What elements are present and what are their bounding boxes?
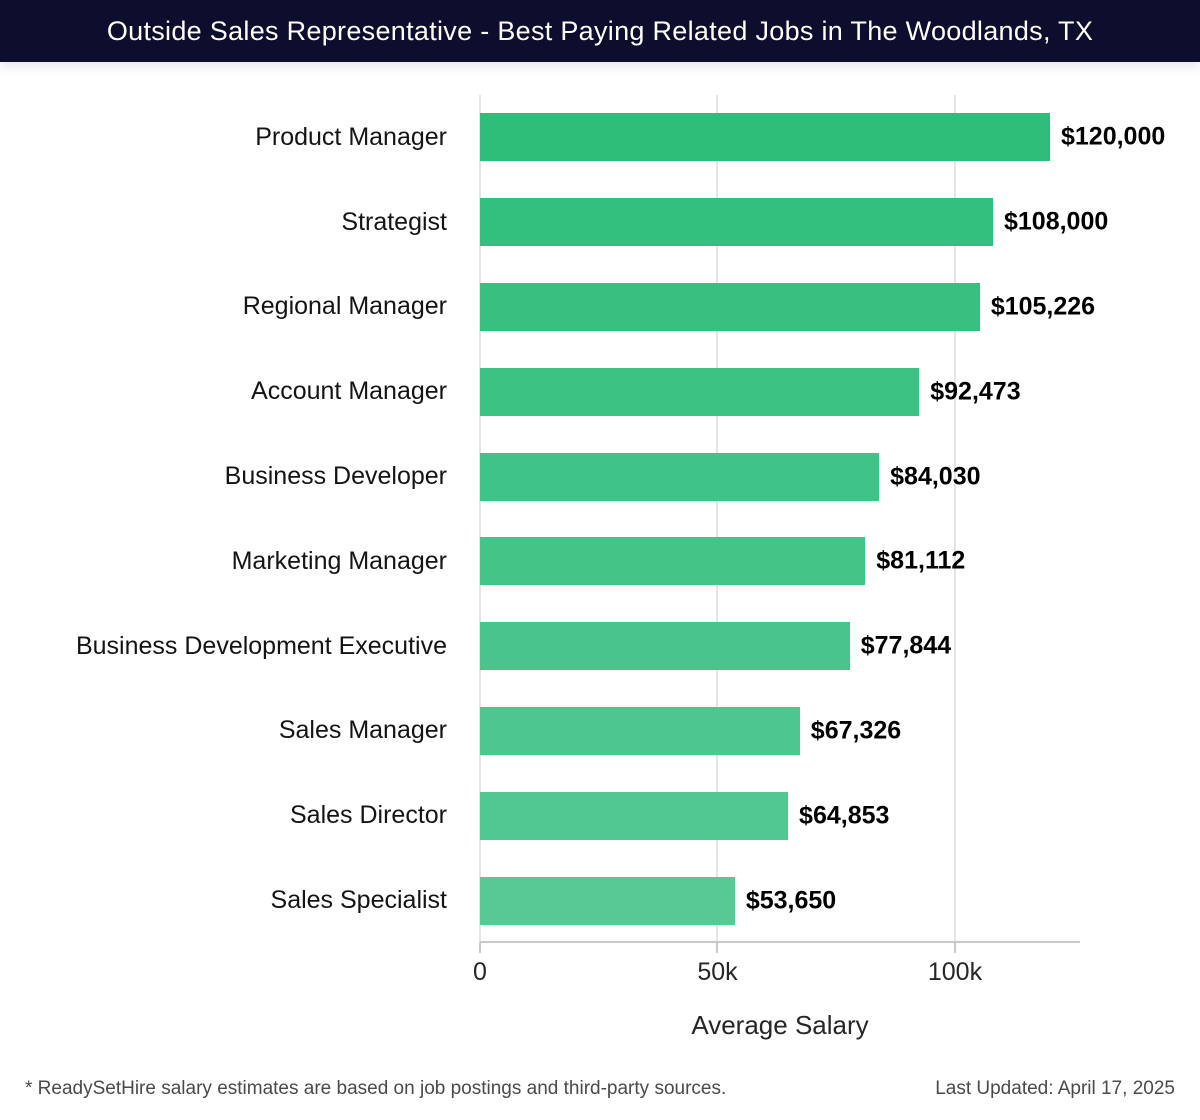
x-axis-tick-labels: 0 50k 100k (473, 958, 1080, 990)
title-bar: Outside Sales Representative - Best Payi… (0, 0, 1200, 62)
x-axis-line (480, 941, 1080, 943)
x-axis-title: Average Salary (691, 1010, 869, 1040)
x-tick-label: 100k (927, 958, 983, 986)
gridline (953, 95, 956, 943)
bar-value-label: $108,000 (1003, 207, 1109, 236)
bar (480, 876, 735, 925)
category-label: Sales Director (290, 801, 447, 830)
footer: * ReadySetHire salary estimates are base… (0, 1078, 1200, 1108)
plot-area: $120,000 $108,000 $105,226 $92,473 $84,030 $8… (479, 95, 1165, 943)
category-label: Business Development Executive (75, 631, 447, 660)
bar-value-label: $67,326 (810, 716, 902, 745)
category-label: Strategist (341, 207, 447, 236)
category-label: Product Manager (255, 122, 447, 151)
bar (480, 622, 850, 671)
bar (480, 537, 866, 586)
bar (480, 367, 920, 416)
category-label: Regional Manager (242, 292, 447, 321)
bar-value-label: $64,853 (799, 801, 890, 830)
bar-value-label: $92,473 (930, 377, 1021, 406)
x-axis-ticks (479, 943, 1080, 953)
x-tick-mark (716, 943, 719, 953)
gridline (716, 95, 719, 943)
gridline (479, 95, 481, 943)
bar-value-label: $105,226 (990, 292, 1096, 321)
x-tick-mark (953, 943, 956, 953)
bar (480, 707, 800, 755)
bar-value-label: $120,000 (1060, 122, 1166, 151)
source-footnote: * ReadySetHire salary estimates are base… (25, 1078, 727, 1099)
x-tick-mark (479, 943, 481, 953)
bar-value-label: $81,112 (876, 546, 966, 575)
bar-value-label: $77,844 (860, 631, 952, 660)
last-updated-label: Last Updated: April 17, 2025 (935, 1078, 1175, 1099)
category-label: Marketing Manager (231, 546, 447, 575)
x-tick-label: 50k (697, 958, 738, 986)
bar (480, 198, 993, 247)
category-label: Sales Manager (278, 716, 447, 745)
bar (480, 113, 1050, 162)
chart-title: Outside Sales Representative - Best Payi… (106, 15, 1094, 46)
bar (480, 452, 880, 501)
bar-value-label: $84,030 (890, 462, 981, 491)
category-label: Sales Specialist (270, 886, 447, 915)
bar (480, 791, 789, 840)
category-label: Account Manager (251, 377, 447, 406)
category-labels: Product Manager Strategist Regional Manage… (0, 95, 464, 943)
bar (480, 283, 980, 331)
x-tick-label: 0 (473, 958, 487, 986)
bar-value-label: $53,650 (745, 886, 837, 915)
category-label: Business Developer (224, 462, 447, 491)
